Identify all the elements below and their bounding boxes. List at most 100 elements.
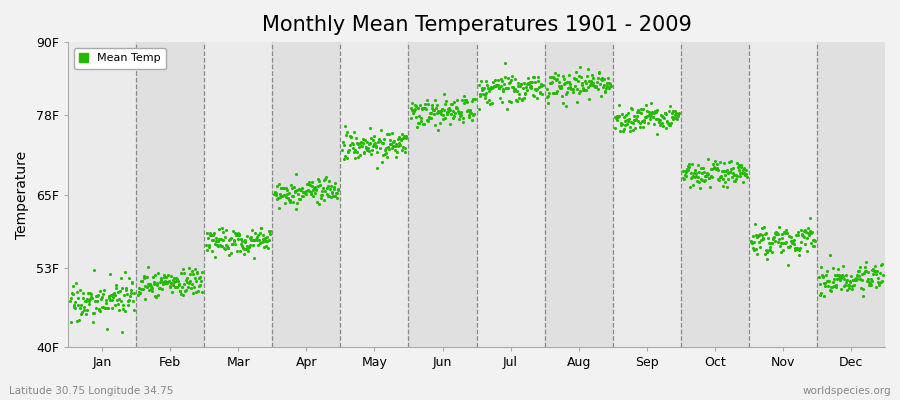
Point — [752, 238, 766, 245]
Point — [351, 154, 365, 160]
Point — [518, 90, 532, 96]
Point — [658, 110, 672, 116]
Point — [377, 136, 392, 142]
Point — [723, 169, 737, 176]
Point — [338, 122, 353, 129]
Point — [144, 283, 158, 290]
Point — [214, 225, 229, 231]
Point — [660, 118, 674, 125]
Point — [574, 82, 589, 88]
Point — [620, 120, 634, 127]
Point — [410, 124, 424, 130]
Point — [145, 288, 159, 294]
Point — [388, 146, 402, 153]
Point — [339, 155, 354, 161]
Point — [231, 230, 246, 237]
Point — [365, 142, 380, 149]
Point — [496, 88, 510, 94]
Point — [671, 110, 686, 116]
Point — [432, 109, 446, 115]
Bar — [136, 42, 204, 347]
Point — [364, 150, 378, 157]
Point — [165, 289, 179, 296]
Point — [101, 305, 115, 312]
Point — [72, 317, 86, 324]
Point — [876, 272, 890, 279]
Point — [835, 272, 850, 278]
Point — [684, 170, 698, 176]
Point — [770, 231, 785, 237]
Point — [297, 189, 311, 196]
Point — [211, 238, 225, 245]
Point — [282, 190, 296, 196]
Point — [284, 197, 298, 204]
Point — [594, 76, 608, 82]
Point — [787, 240, 801, 247]
Point — [621, 117, 635, 124]
Point — [602, 80, 616, 86]
Bar — [613, 42, 680, 347]
Point — [154, 277, 168, 283]
Point — [374, 145, 388, 151]
Point — [764, 240, 778, 246]
Point — [418, 105, 433, 112]
Point — [717, 160, 732, 166]
Point — [677, 176, 691, 182]
Point — [363, 125, 377, 132]
Point — [535, 80, 549, 87]
Point — [716, 168, 731, 174]
Point — [869, 268, 884, 274]
Point — [457, 92, 472, 99]
Point — [595, 76, 609, 83]
Point — [688, 167, 703, 173]
Point — [775, 235, 789, 242]
Point — [505, 72, 519, 79]
Point — [81, 290, 95, 296]
Point — [314, 195, 328, 201]
Point — [340, 149, 355, 156]
Point — [302, 179, 316, 186]
Point — [150, 280, 165, 287]
Point — [750, 234, 764, 240]
Point — [574, 74, 589, 80]
Point — [619, 112, 634, 118]
Point — [754, 236, 769, 243]
Point — [364, 135, 379, 142]
Point — [828, 272, 842, 278]
Point — [136, 286, 150, 292]
Point — [200, 229, 214, 236]
Point — [191, 288, 205, 294]
Point — [600, 75, 615, 82]
Point — [546, 74, 561, 80]
Point — [595, 74, 609, 81]
Point — [126, 298, 140, 304]
Point — [295, 184, 310, 191]
Point — [683, 175, 698, 181]
Point — [425, 104, 439, 111]
Point — [83, 296, 97, 302]
Point — [755, 224, 770, 231]
Point — [556, 75, 571, 82]
Point — [597, 76, 611, 82]
Point — [562, 79, 576, 86]
Point — [693, 184, 707, 191]
Point — [709, 161, 724, 168]
Point — [188, 289, 202, 295]
Point — [596, 84, 610, 90]
Point — [384, 145, 399, 152]
Point — [768, 230, 782, 236]
Point — [770, 229, 784, 235]
Point — [476, 91, 491, 98]
Point — [342, 147, 356, 153]
Point — [867, 268, 881, 274]
Point — [325, 189, 339, 196]
Point — [411, 113, 426, 119]
Text: Latitude 30.75 Longitude 34.75: Latitude 30.75 Longitude 34.75 — [9, 386, 174, 396]
Point — [346, 141, 360, 147]
Point — [156, 279, 170, 286]
Point — [826, 279, 841, 286]
Point — [806, 243, 820, 250]
Point — [572, 64, 587, 70]
Point — [400, 133, 414, 139]
Point — [549, 90, 563, 96]
